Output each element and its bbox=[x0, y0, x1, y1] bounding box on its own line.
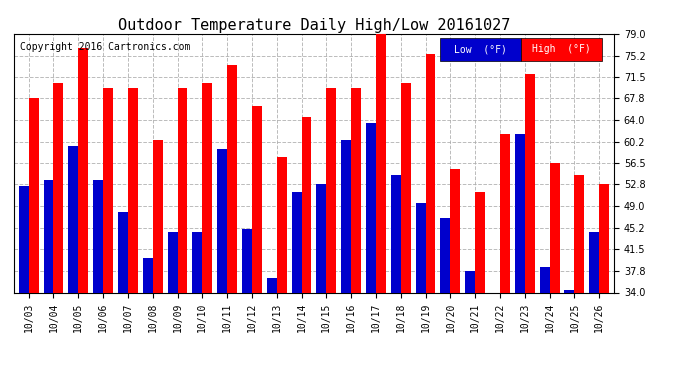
Bar bbox=[451, 169, 460, 292]
Bar bbox=[202, 82, 213, 292]
Bar bbox=[193, 232, 202, 292]
Bar bbox=[589, 232, 599, 292]
Bar bbox=[342, 140, 351, 292]
Bar bbox=[515, 134, 525, 292]
Bar bbox=[574, 175, 584, 292]
Bar bbox=[440, 218, 451, 292]
Text: Copyright 2016 Cartronics.com: Copyright 2016 Cartronics.com bbox=[20, 42, 190, 51]
Bar bbox=[465, 271, 475, 292]
Bar bbox=[599, 184, 609, 292]
Bar bbox=[376, 31, 386, 292]
Title: Outdoor Temperature Daily High/Low 20161027: Outdoor Temperature Daily High/Low 20161… bbox=[118, 18, 510, 33]
Bar bbox=[118, 212, 128, 292]
Bar bbox=[391, 175, 401, 292]
Bar bbox=[168, 232, 177, 292]
Bar bbox=[152, 140, 163, 292]
Bar bbox=[54, 82, 63, 292]
Bar bbox=[128, 88, 138, 292]
Bar bbox=[366, 123, 376, 292]
Bar bbox=[277, 158, 286, 292]
Bar bbox=[93, 180, 103, 292]
Bar bbox=[267, 278, 277, 292]
Bar bbox=[351, 88, 361, 292]
Bar bbox=[177, 88, 188, 292]
Bar bbox=[326, 88, 336, 292]
Text: High  (°F): High (°F) bbox=[532, 44, 591, 54]
Bar bbox=[29, 98, 39, 292]
Bar bbox=[68, 146, 78, 292]
Bar bbox=[103, 88, 113, 292]
Bar bbox=[43, 180, 54, 292]
Bar bbox=[252, 106, 262, 292]
Bar bbox=[500, 134, 510, 292]
Bar bbox=[19, 186, 29, 292]
Bar bbox=[475, 192, 485, 292]
Bar bbox=[564, 290, 574, 292]
Bar bbox=[550, 163, 560, 292]
Bar bbox=[426, 54, 435, 292]
Bar bbox=[401, 82, 411, 292]
Bar bbox=[227, 65, 237, 292]
Bar bbox=[525, 74, 535, 292]
Bar bbox=[217, 149, 227, 292]
FancyBboxPatch shape bbox=[440, 38, 521, 61]
Text: Low  (°F): Low (°F) bbox=[454, 44, 506, 54]
Bar bbox=[302, 117, 311, 292]
Bar bbox=[292, 192, 302, 292]
Bar bbox=[143, 258, 152, 292]
Bar bbox=[415, 203, 426, 292]
Bar bbox=[317, 184, 326, 292]
Bar bbox=[242, 229, 252, 292]
FancyBboxPatch shape bbox=[521, 38, 602, 61]
Bar bbox=[540, 267, 550, 292]
Bar bbox=[78, 48, 88, 292]
